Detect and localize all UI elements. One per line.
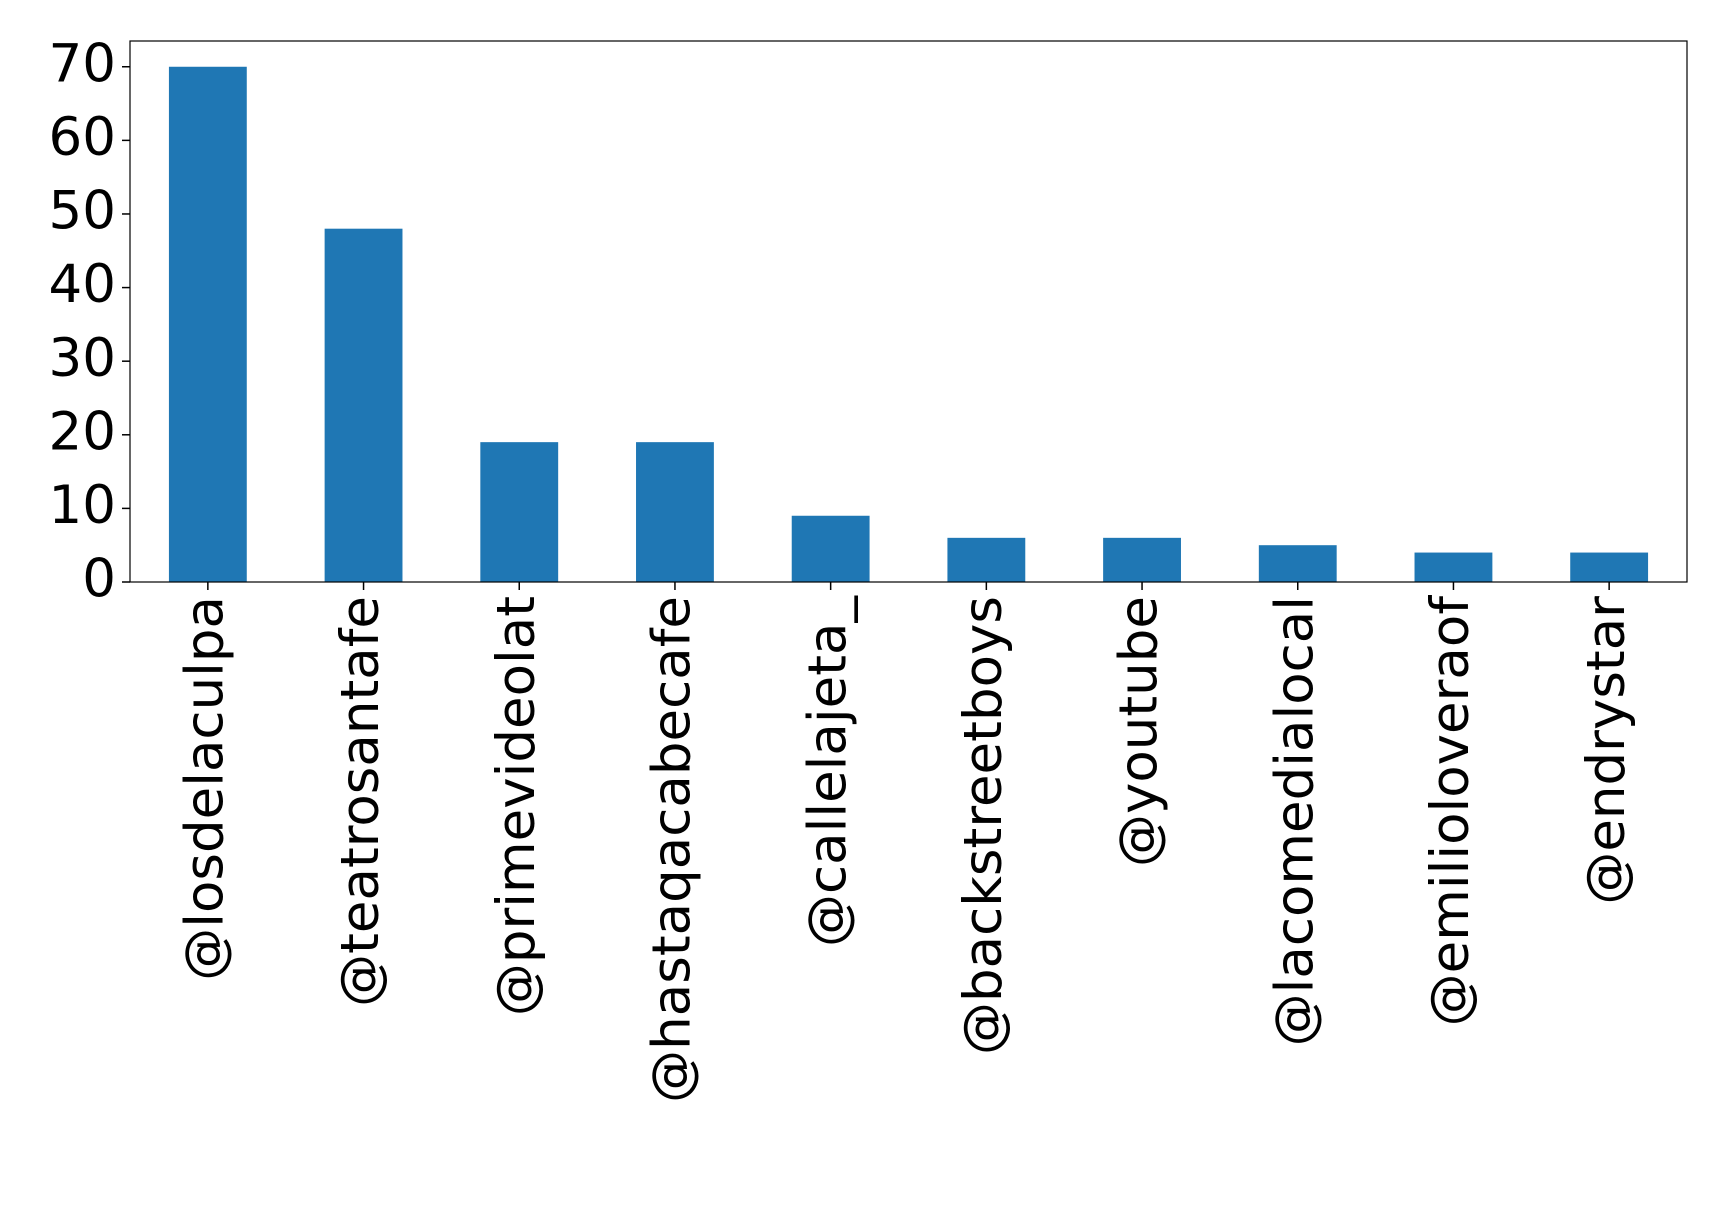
y-tick-label: 10 xyxy=(49,475,116,536)
x-tick-label: @primevideolat xyxy=(486,596,547,1016)
y-tick-label: 40 xyxy=(49,254,116,315)
bar xyxy=(1570,552,1649,582)
bar xyxy=(324,228,403,582)
y-tick-label: 30 xyxy=(49,328,116,389)
bar xyxy=(636,442,714,582)
bar xyxy=(480,442,559,582)
x-tick-label: @losdelaculpa xyxy=(174,596,235,981)
x-tick-label: @callelajeta_ xyxy=(797,595,858,947)
x-tick-label: @youtube xyxy=(1109,596,1170,867)
bar xyxy=(168,66,247,582)
plot-frame xyxy=(129,40,1688,583)
bar xyxy=(1103,537,1181,582)
x-tick-label: @backstreetboys xyxy=(953,596,1014,1055)
x-tick-label: @lacomedialocal xyxy=(1264,596,1325,1046)
bar xyxy=(1414,552,1493,582)
x-tick-label: @emilioloveraof xyxy=(1420,595,1481,1027)
y-tick-label: 60 xyxy=(49,107,116,168)
y-tick-label: 0 xyxy=(82,549,116,610)
x-tick-label: @teatrosantafe xyxy=(330,596,391,1007)
bar xyxy=(791,515,870,582)
y-tick-label: 70 xyxy=(49,33,116,94)
y-tick-label: 20 xyxy=(49,401,116,462)
bar xyxy=(1258,545,1337,582)
bar xyxy=(947,537,1026,582)
x-tick-label: @endrystar xyxy=(1576,596,1637,905)
x-tick-label: @hastaqacabecafe xyxy=(642,596,703,1103)
y-tick-label: 50 xyxy=(49,181,116,242)
